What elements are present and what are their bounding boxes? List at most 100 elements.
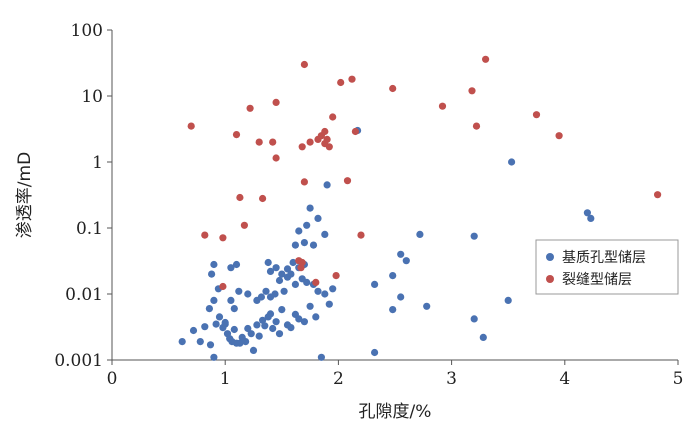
data-point: [508, 158, 516, 166]
data-point: [255, 138, 263, 146]
data-point: [332, 272, 340, 280]
data-point: [221, 320, 229, 328]
data-point: [325, 143, 333, 151]
y-axis-title: 渗透率/mD: [15, 152, 35, 238]
data-point: [314, 287, 322, 295]
data-point: [227, 296, 235, 304]
data-point: [468, 87, 476, 95]
data-point: [257, 293, 265, 301]
data-point: [482, 55, 490, 63]
data-point: [201, 231, 209, 239]
x-tick-label: 1: [220, 369, 231, 389]
data-point: [262, 287, 270, 295]
data-point: [255, 332, 263, 340]
data-point: [264, 258, 272, 267]
data-point: [271, 290, 279, 298]
series-1: [178, 126, 595, 361]
x-tick-label: 2: [333, 369, 344, 389]
data-point: [272, 264, 280, 272]
y-tick-label: 10: [81, 87, 103, 107]
data-point: [298, 258, 306, 267]
legend-label: 基质孔型储层: [562, 249, 646, 266]
data-point: [300, 60, 308, 69]
data-point: [232, 131, 241, 139]
legend-box: [535, 239, 679, 295]
data-point: [389, 272, 397, 280]
data-point: [283, 265, 292, 273]
data-point: [275, 330, 284, 338]
data-point: [504, 296, 512, 304]
data-point: [470, 315, 478, 323]
axes: [107, 29, 679, 365]
data-point: [306, 204, 314, 212]
y-tick-label: 100: [71, 21, 103, 41]
data-point: [298, 143, 306, 151]
data-point: [357, 231, 365, 239]
data-point: [300, 239, 308, 247]
data-point: [272, 318, 280, 326]
data-point: [266, 267, 275, 275]
data-point: [654, 191, 662, 199]
data-point: [215, 313, 224, 321]
data-point: [210, 296, 218, 304]
data-point: [371, 348, 379, 357]
data-point: [269, 138, 277, 146]
data-point: [236, 193, 244, 202]
data-point: [244, 324, 252, 333]
data-point: [230, 325, 238, 334]
data-point: [300, 318, 308, 326]
data-point: [289, 258, 297, 267]
data-point: [472, 122, 481, 130]
x-tick-label: 5: [673, 369, 684, 389]
data-point: [266, 310, 275, 318]
data-point: [321, 290, 329, 298]
data-point: [196, 338, 204, 346]
data-point: [532, 111, 541, 119]
data-point: [291, 280, 299, 288]
data-point: [189, 326, 198, 335]
data-points: [178, 55, 662, 361]
data-point: [246, 104, 254, 112]
data-point: [295, 227, 303, 235]
data-point: [397, 250, 405, 258]
data-point: [348, 75, 356, 83]
data-point: [337, 78, 345, 87]
data-point: [187, 122, 195, 130]
data-point: [416, 230, 424, 238]
data-point: [210, 353, 218, 361]
data-point: [321, 127, 329, 136]
data-point: [325, 300, 333, 308]
data-point: [208, 270, 216, 278]
y-tick-label: 1: [92, 153, 103, 173]
y-tick-label: 0.01: [65, 285, 103, 305]
data-point: [206, 341, 215, 349]
x-tick-label: 0: [107, 369, 118, 389]
data-point: [287, 270, 295, 278]
data-point: [210, 260, 218, 269]
data-point: [323, 135, 331, 143]
y-tick-label: 0.1: [76, 219, 103, 239]
data-point: [295, 315, 303, 323]
data-point: [272, 98, 280, 106]
data-point: [269, 324, 277, 333]
x-axis-title: 孔隙度/%: [359, 402, 432, 422]
data-point: [227, 264, 235, 272]
data-point: [219, 282, 227, 291]
data-point: [402, 257, 410, 265]
data-point: [205, 305, 213, 313]
y-tick-label: 0.001: [54, 351, 103, 371]
data-point: [259, 316, 267, 324]
legend-label: 裂缝型储层: [562, 272, 632, 288]
data-point: [259, 194, 267, 203]
data-point: [219, 234, 227, 242]
data-point: [249, 346, 258, 354]
x-tick-label: 4: [559, 369, 570, 389]
data-point: [287, 324, 295, 332]
data-point: [583, 209, 592, 217]
data-point: [317, 353, 325, 361]
data-point: [253, 321, 261, 329]
data-point: [323, 181, 331, 189]
data-point: [470, 232, 478, 240]
